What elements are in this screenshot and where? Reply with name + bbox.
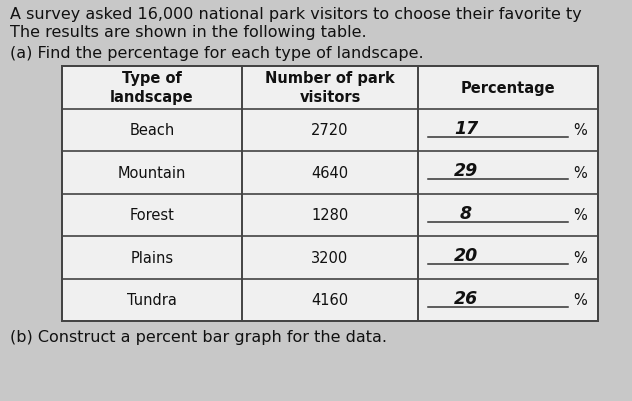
- Text: 26: 26: [454, 289, 478, 307]
- Text: Type of
landscape: Type of landscape: [110, 71, 194, 105]
- Text: Forest: Forest: [130, 208, 174, 223]
- Text: %: %: [573, 250, 587, 265]
- FancyBboxPatch shape: [62, 67, 598, 321]
- Text: 3200: 3200: [312, 250, 349, 265]
- Text: 29: 29: [454, 162, 478, 180]
- Text: 2720: 2720: [311, 123, 349, 138]
- Text: 8: 8: [460, 204, 472, 222]
- Text: %: %: [573, 165, 587, 180]
- Text: %: %: [573, 123, 587, 138]
- Text: 4640: 4640: [312, 165, 349, 180]
- Text: (a) Find the percentage for each type of landscape.: (a) Find the percentage for each type of…: [10, 46, 423, 61]
- Text: 17: 17: [454, 119, 478, 138]
- Text: A survey asked 16,000 national park visitors to choose their favorite ty: A survey asked 16,000 national park visi…: [10, 7, 581, 22]
- Text: 20: 20: [454, 247, 478, 265]
- Text: Tundra: Tundra: [127, 292, 177, 308]
- Text: (b) Construct a percent bar graph for the data.: (b) Construct a percent bar graph for th…: [10, 329, 387, 344]
- Text: Mountain: Mountain: [118, 165, 186, 180]
- Text: 4160: 4160: [312, 292, 349, 308]
- Text: 1280: 1280: [312, 208, 349, 223]
- Text: %: %: [573, 208, 587, 223]
- Text: Percentage: Percentage: [461, 81, 556, 95]
- Text: Plains: Plains: [130, 250, 174, 265]
- Text: Beach: Beach: [130, 123, 174, 138]
- Text: %: %: [573, 292, 587, 308]
- Text: Number of park
visitors: Number of park visitors: [265, 71, 395, 105]
- Text: The results are shown in the following table.: The results are shown in the following t…: [10, 25, 367, 40]
